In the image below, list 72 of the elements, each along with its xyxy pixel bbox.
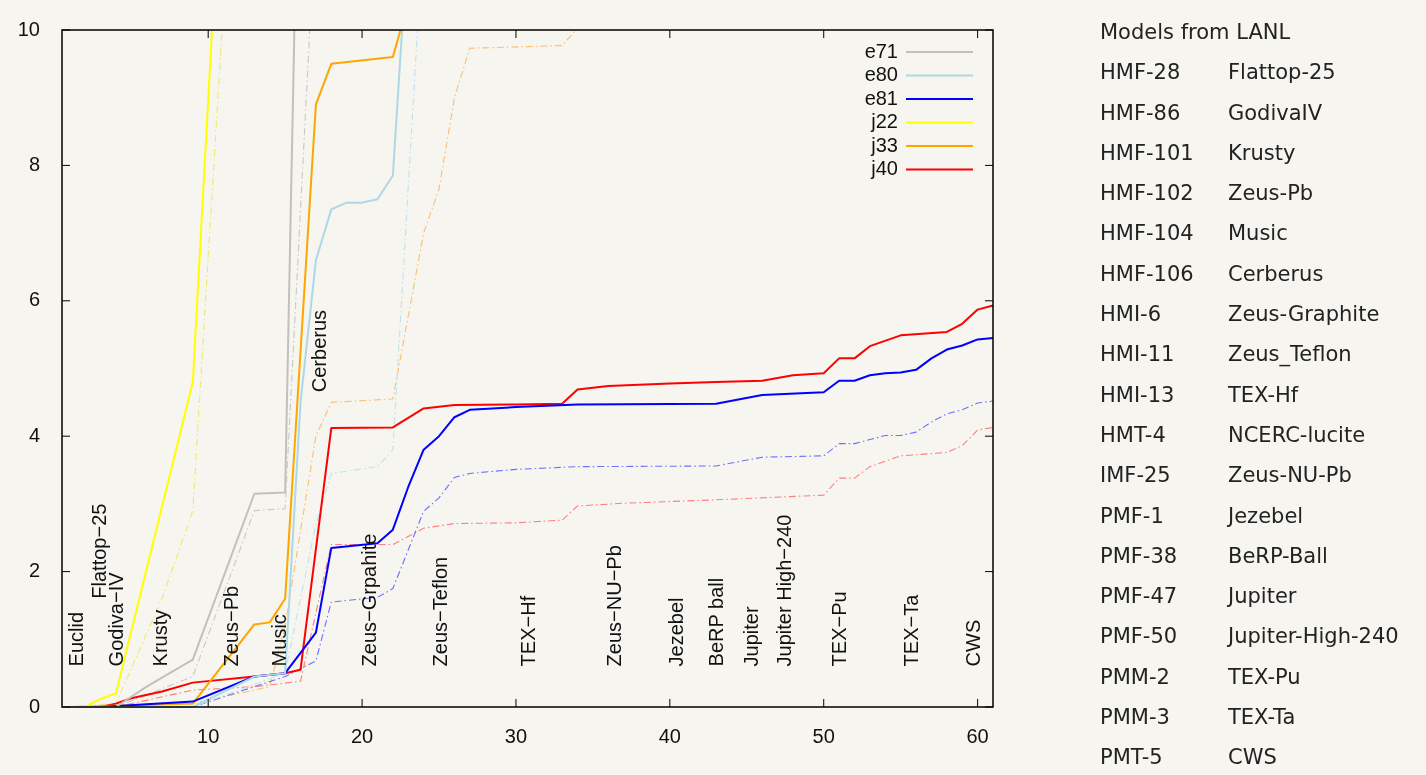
text: TEX-Ta — [1228, 704, 1296, 732]
text: HMF-104 — [1100, 220, 1195, 248]
text: Cerberus — [1228, 260, 1324, 288]
annotation: Zeus−Grpahite — [357, 533, 380, 667]
annotation: Jupiter High−240 — [772, 514, 795, 667]
x-tick-label: 10 — [197, 724, 220, 747]
text: HMF-106 — [1100, 260, 1195, 288]
text: HMF-86 — [1100, 99, 1182, 127]
text: HMI-13 — [1100, 381, 1176, 409]
text: TEX-Pu — [1228, 663, 1301, 691]
annotation: CWS — [961, 619, 984, 667]
y-tick-label: 2 — [28, 559, 40, 582]
text: Jupiter — [1228, 583, 1297, 611]
text: Jupiter-High-240 — [1228, 623, 1399, 651]
text: GodivaIV — [1228, 99, 1323, 127]
x-tick-label: 40 — [658, 724, 681, 747]
annotation: Flattop−25 — [87, 503, 110, 599]
text: PMT-5 — [1100, 744, 1164, 772]
annotation: Music — [268, 614, 291, 667]
x-tick-label: 30 — [504, 724, 528, 747]
text: HMT-4 — [1100, 421, 1167, 449]
annotation: Cerberus — [308, 309, 331, 393]
annotation: TEX−Hf — [516, 595, 539, 667]
text: HMF-102 — [1100, 180, 1195, 208]
annotation: BeRP ball — [704, 577, 727, 667]
text: PMM-3 — [1100, 704, 1171, 732]
text: NCERC-lucite — [1228, 421, 1366, 449]
text: IMF-25 — [1100, 462, 1172, 490]
x-tick-label: 50 — [812, 724, 835, 747]
text: HMI-6 — [1100, 301, 1163, 329]
annotation: Zeus−Pb — [219, 585, 242, 667]
legend-label: j22 — [870, 110, 898, 133]
text: HMF-28 — [1100, 59, 1182, 87]
legend-label: e80 — [864, 63, 898, 86]
text: Zeus_Teflon — [1228, 341, 1352, 369]
x-tick-label: 60 — [966, 724, 989, 747]
y-tick-label: 10 — [17, 17, 40, 40]
text: BeRP-Ball — [1228, 542, 1328, 570]
annotation: Jezebel — [664, 597, 687, 667]
annotation: TEX−Pu — [827, 591, 850, 667]
x-tick-label: 20 — [350, 724, 374, 747]
text: HMF-101 — [1100, 139, 1195, 167]
text: HMI-11 — [1100, 341, 1176, 369]
annotation: Krusty — [149, 609, 172, 667]
text: Models from LANL — [1100, 19, 1292, 46]
text: PMF-1 — [1100, 502, 1165, 530]
y-tick-label: 8 — [28, 152, 40, 175]
legend-label: e81 — [864, 86, 898, 109]
text: PMF-47 — [1100, 583, 1179, 611]
annotation: Euclid — [64, 611, 87, 667]
annotation: Jupiter — [740, 606, 763, 667]
text: Zeus-Pb — [1228, 180, 1314, 208]
annotation: Zeus−Teflon — [429, 556, 452, 667]
legend-label: j33 — [870, 133, 898, 156]
y-tick-label: 0 — [28, 694, 40, 717]
text: Zeus-NU-Pb — [1228, 462, 1352, 490]
text: Music — [1228, 220, 1288, 248]
text: Krusty — [1228, 139, 1296, 167]
text: PMF-50 — [1100, 623, 1179, 651]
text: Jezebel — [1228, 502, 1304, 530]
text: Zeus-Graphite — [1228, 301, 1380, 329]
y-tick-label: 6 — [28, 288, 40, 311]
legend-label: e71 — [864, 39, 898, 62]
legend-label: j40 — [870, 157, 898, 180]
text: Flattop-25 — [1228, 59, 1336, 87]
text: PMM-2 — [1100, 663, 1171, 691]
annotation: Zeus−NU−Pb — [603, 545, 626, 667]
text: CWS — [1228, 744, 1277, 772]
annotation: TEX−Ta — [900, 593, 923, 667]
text: PMF-38 — [1100, 542, 1179, 570]
text: TEX-Hf — [1228, 381, 1299, 409]
y-tick-label: 4 — [28, 423, 40, 446]
